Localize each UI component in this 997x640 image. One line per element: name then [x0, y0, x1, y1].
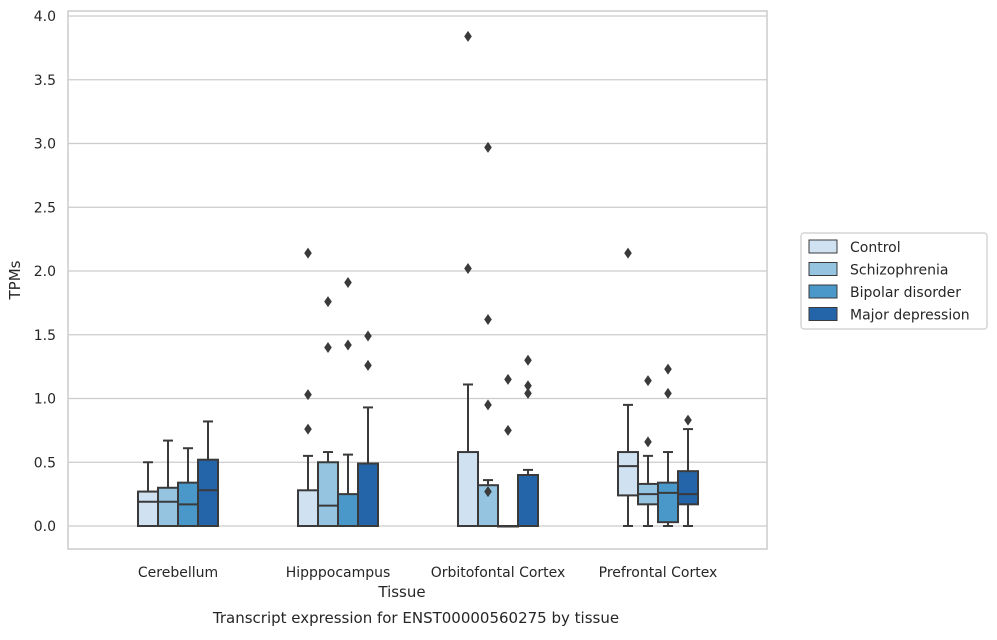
outlier-point — [324, 342, 332, 353]
y-axis-label: TPMs — [6, 260, 24, 300]
outlier-point — [484, 141, 492, 153]
outlier-point — [644, 375, 652, 387]
y-tick-label: 1.5 — [34, 328, 56, 344]
outlier-point — [524, 387, 532, 399]
box-element — [177, 447, 199, 527]
box-iqr — [457, 451, 479, 527]
outlier-point — [304, 423, 312, 435]
outlier-point — [304, 247, 312, 259]
legend-swatch — [808, 239, 838, 254]
outlier-point — [464, 30, 472, 42]
box-iqr — [197, 458, 219, 528]
box-element — [137, 461, 159, 528]
outlier-point — [664, 363, 672, 375]
legend-entry-label: Bipolar disorder — [850, 285, 961, 301]
legend-entry-label: Control — [850, 240, 901, 256]
box-iqr — [137, 490, 159, 528]
x-tick-label: Cerebellum — [138, 565, 218, 581]
outlier-point — [304, 389, 312, 401]
y-tick-label: 3.5 — [34, 73, 56, 89]
y-tick-label: 4.0 — [34, 9, 56, 25]
outlier-point — [524, 380, 532, 392]
y-axis-ticks: 0.0 0.5 1.0 1.5 2.0 2.5 3.0 3.5 4.0 — [34, 9, 56, 535]
box-element — [677, 414, 699, 527]
outlier-point — [684, 414, 692, 426]
box-element — [297, 247, 319, 527]
legend-swatch — [808, 284, 838, 299]
x-tick-label: Orbitofontal Cortex — [431, 565, 566, 581]
x-axis-label: Tissue — [377, 583, 425, 601]
x-tick-label: Prefrontal Cortex — [599, 565, 718, 581]
box-element — [497, 373, 519, 528]
box-iqr — [517, 474, 539, 527]
box-element — [637, 375, 659, 527]
outlier-point — [644, 436, 652, 448]
y-tick-label: 3.0 — [34, 137, 56, 153]
box-iqr — [297, 489, 319, 527]
legend-entry-label: Schizophrenia — [850, 263, 948, 279]
legend-swatch — [808, 307, 838, 321]
y-tick-label: 0.5 — [34, 455, 56, 471]
box-element — [197, 420, 219, 528]
gridlines — [68, 15, 767, 527]
x-tick-label: Hipppocampus — [286, 565, 391, 581]
legend-entry-label: Major depression — [850, 308, 970, 324]
outlier-point — [484, 399, 492, 411]
outlier-point — [344, 276, 352, 288]
outlier-point — [364, 330, 372, 342]
x-axis-ticks: Cerebellum Hipppocampus Orbitofontal Corte… — [138, 565, 717, 581]
box-series — [137, 30, 699, 528]
chart-title: Transcript expression for ENST0000056027… — [212, 609, 619, 627]
box-iqr — [657, 481, 679, 524]
box-element — [457, 30, 479, 527]
plot-area-frame — [67, 10, 768, 550]
outlier-point — [484, 486, 492, 498]
y-tick-label: 2.5 — [34, 200, 56, 216]
box-iqr — [337, 493, 359, 527]
box-element — [337, 276, 359, 527]
outlier-point — [364, 359, 372, 371]
box-element — [357, 330, 379, 527]
legend-swatch — [808, 262, 838, 276]
box-iqr — [157, 486, 179, 527]
box-element — [477, 141, 499, 528]
box-element — [157, 439, 179, 527]
outlier-point — [324, 296, 332, 308]
box-iqr — [357, 462, 379, 527]
outlier-point — [504, 373, 512, 385]
legend-frame — [800, 232, 988, 330]
box-iqr — [317, 461, 339, 527]
box-element — [317, 296, 339, 527]
outlier-point — [664, 387, 672, 399]
y-tick-label: 1.0 — [34, 392, 56, 408]
box-iqr — [617, 451, 639, 497]
outlier-point — [464, 262, 472, 274]
box-element — [617, 247, 639, 527]
outlier-point — [524, 354, 532, 366]
box-element — [657, 363, 679, 527]
outlier-point — [504, 424, 512, 436]
y-tick-label: 0.0 — [34, 519, 56, 535]
outlier-point — [624, 247, 632, 259]
outlier-point — [484, 313, 492, 325]
box-iqr — [677, 470, 699, 506]
box-element — [517, 354, 539, 527]
legend: Control Schizophrenia Bipolar disorder Majo… — [800, 232, 988, 330]
y-tick-label: 2.0 — [34, 264, 56, 280]
outlier-point — [344, 339, 352, 351]
